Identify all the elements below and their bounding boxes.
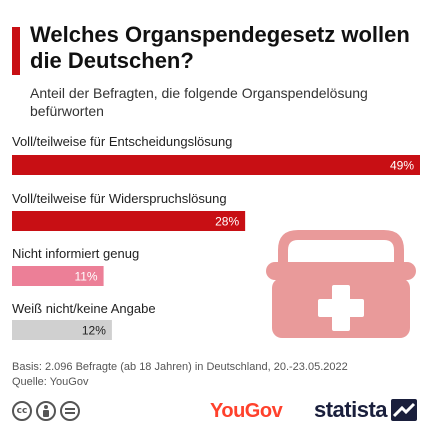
category-label: Voll/teilweise für Widerspruchslösung: [12, 191, 227, 206]
statista-mark-icon: [391, 399, 418, 421]
category-label: Weiß nicht/keine Angabe: [12, 301, 156, 316]
bar: [12, 211, 246, 231]
by-icon[interactable]: [36, 401, 56, 421]
cc-icon[interactable]: cc: [12, 401, 32, 421]
yougov-logo[interactable]: YouGov: [210, 400, 283, 422]
basis-note: Basis: 2.096 Befragte (ab 18 Jahren) in …: [12, 361, 348, 373]
statista-wordmark: statista: [314, 397, 388, 422]
category-label: Voll/teilweise für Entscheidungslösung: [12, 134, 232, 149]
chart-title: Welches Organspendegesetz wollen die Deu…: [30, 22, 410, 73]
category-label: Nicht informiert genug: [12, 246, 139, 261]
value-label: 49%: [390, 159, 414, 173]
value-label: 11%: [74, 270, 97, 284]
statista-logo[interactable]: statista: [314, 397, 418, 423]
bar: [12, 155, 420, 175]
medical-cooler-icon: [266, 230, 416, 338]
bar: [12, 320, 112, 340]
nd-icon[interactable]: [60, 401, 80, 421]
license-icons: cc: [12, 401, 80, 421]
title-accent-bar: [12, 27, 20, 75]
bar: [12, 266, 104, 286]
value-label: 12%: [82, 324, 106, 338]
source-note: Quelle: YouGov: [12, 376, 89, 388]
value-label: 28%: [215, 215, 239, 229]
chart-subtitle: Anteil der Befragten, die folgende Organ…: [30, 85, 368, 119]
